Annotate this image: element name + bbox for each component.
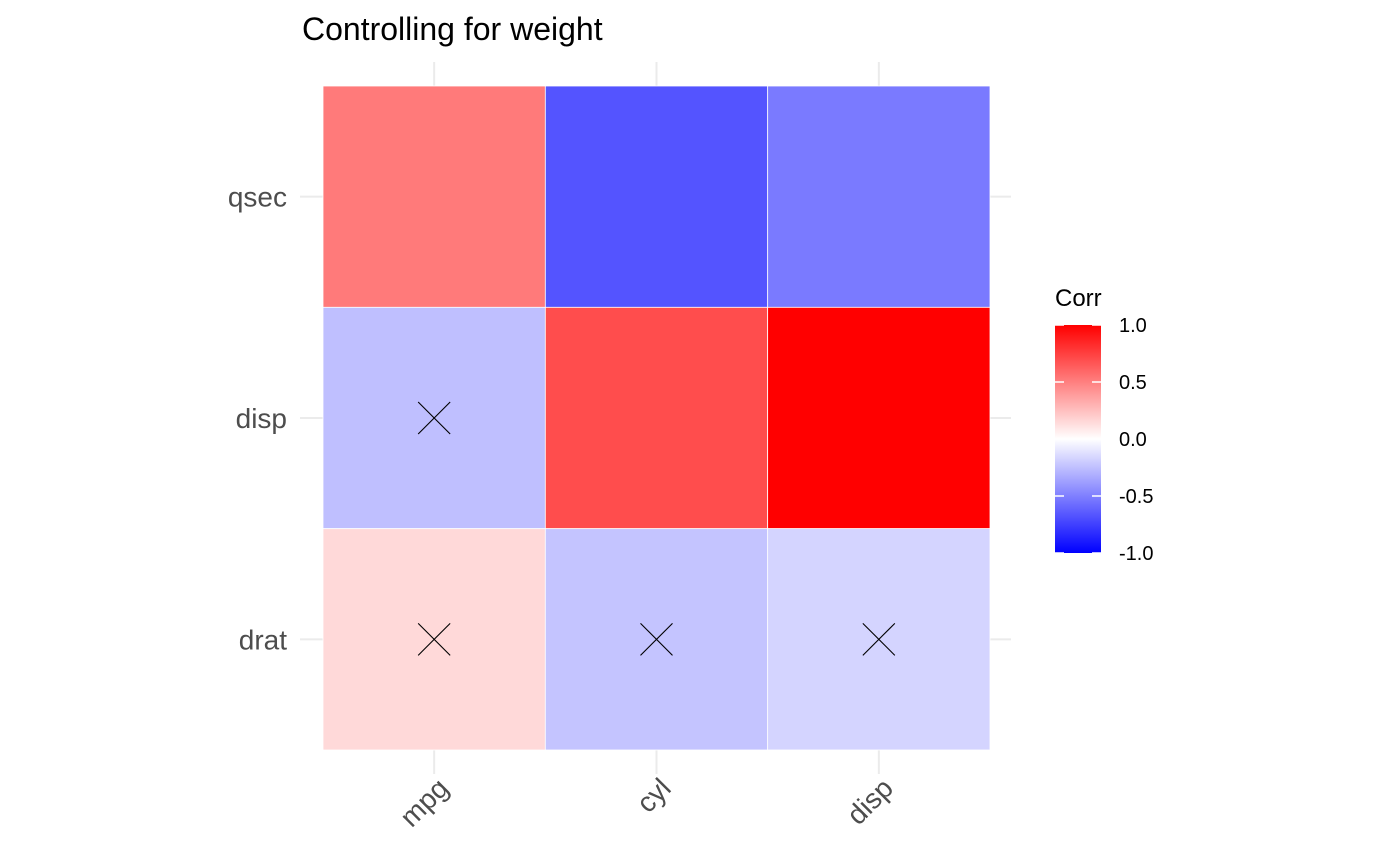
y-tick-label: qsec: [228, 182, 287, 213]
legend-title: Corr: [1055, 285, 1102, 312]
legend-tick-label: 0.5: [1119, 372, 1147, 394]
insignificant-cross-icon: [640, 622, 673, 656]
heatmap-cell: [322, 85, 546, 308]
y-axis: drat disp qsec: [228, 182, 287, 656]
chart-title: Controlling for weight: [302, 11, 603, 47]
legend-ticks: 1.0 0.5 0.0 -0.5 -1.0: [1055, 315, 1153, 565]
legend-tick-label: -0.5: [1119, 486, 1153, 508]
x-axis: mpg cyl disp: [394, 772, 899, 832]
legend-tick-label: 1.0: [1119, 315, 1147, 337]
legend: Corr 1.0 0.5 0.0 -0.5 -1.0: [1055, 285, 1153, 565]
y-tick-label: drat: [239, 624, 287, 655]
x-tick-label: cyl: [631, 772, 677, 818]
insignificant-cross-icon: [862, 622, 896, 656]
legend-tick-label: 0.0: [1119, 429, 1147, 451]
heatmap-cell: [544, 85, 769, 308]
y-tick-label: disp: [236, 403, 287, 434]
x-tick-label: mpg: [394, 772, 454, 832]
insignificance-markers: [417, 401, 896, 656]
heatmap-cell: [544, 306, 769, 530]
x-tick-label: disp: [841, 772, 899, 830]
legend-tick-label: -1.0: [1119, 543, 1153, 565]
heatmap-cell: [767, 306, 991, 530]
heatmap-cell: [767, 85, 991, 308]
insignificant-cross-icon: [417, 401, 451, 435]
insignificant-cross-icon: [417, 622, 451, 656]
